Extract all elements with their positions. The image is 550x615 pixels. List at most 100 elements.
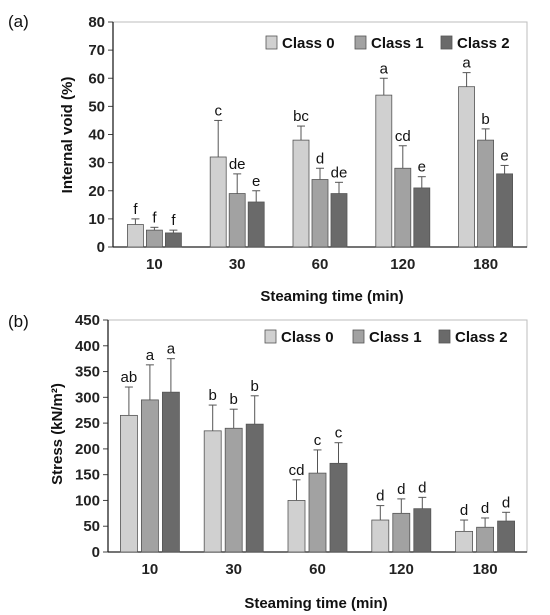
significance-letter: bc (293, 108, 309, 125)
bar (455, 530, 474, 553)
y-tick-label: 40 (88, 127, 105, 144)
y-axis-title-b: Stress (kN/m²) (49, 383, 66, 485)
significance-letter: cd (289, 462, 305, 479)
x-tick-label: 60 (312, 256, 329, 273)
bar (224, 427, 243, 553)
significance-letter: d (460, 502, 468, 519)
significance-letter: a (167, 341, 176, 358)
panel-label-b: (b) (8, 312, 29, 331)
significance-letter: de (331, 164, 348, 181)
bar (292, 139, 310, 248)
y-tick-label: 80 (88, 14, 105, 31)
significance-letter: c (335, 425, 343, 442)
significance-letter: e (500, 147, 508, 164)
x-tick-label: 30 (229, 256, 246, 273)
significance-letter: b (230, 391, 238, 408)
bar (477, 139, 495, 248)
significance-letter: b (481, 111, 489, 128)
bar (287, 500, 306, 553)
significance-letter: d (418, 479, 426, 496)
significance-letter: e (252, 173, 260, 190)
significance-letter: c (214, 102, 222, 119)
bar (120, 414, 138, 553)
bar (228, 193, 246, 248)
significance-letter: c (314, 432, 322, 449)
legend-swatch (354, 35, 367, 50)
bar (413, 508, 432, 553)
significance-letter: cd (395, 128, 411, 145)
x-tick-label: 10 (146, 256, 163, 273)
bar (329, 462, 348, 553)
significance-letter: b (209, 387, 217, 404)
bar (161, 391, 180, 553)
y-tick-label: 10 (88, 211, 105, 228)
y-axis-title-a: Internal void (%) (59, 77, 76, 194)
legend-label: Class 2 (457, 35, 510, 52)
y-tick-label: 350 (75, 364, 100, 381)
y-tick-label: 50 (83, 518, 100, 535)
significance-letter: f (133, 201, 138, 218)
y-tick-label: 0 (92, 544, 100, 561)
significance-letter: ab (121, 369, 138, 386)
bar (311, 179, 329, 248)
legend-label: Class 0 (281, 329, 334, 346)
y-tick-label: 450 (75, 312, 100, 329)
y-tick-label: 70 (88, 42, 105, 59)
x-tick-label: 180 (473, 561, 498, 578)
bar (497, 520, 516, 553)
y-tick-label: 250 (75, 415, 100, 432)
bar (371, 519, 390, 553)
y-tick-label: 30 (88, 155, 105, 172)
x-axis-title-b: Steaming time (min) (244, 595, 387, 612)
significance-letter: a (462, 55, 471, 72)
significance-letter: a (380, 60, 389, 77)
significance-letter: f (171, 212, 176, 229)
bar (330, 193, 348, 248)
bar (496, 173, 514, 248)
legend-swatch (264, 329, 277, 344)
bar (247, 201, 265, 248)
y-tick-label: 20 (88, 183, 105, 200)
significance-letter: f (152, 209, 157, 226)
bar (203, 430, 222, 553)
bar (140, 399, 159, 553)
y-tick-label: 300 (75, 389, 100, 406)
significance-letter: a (146, 347, 155, 364)
legend-swatch (440, 35, 453, 50)
bar (308, 472, 327, 553)
bar (394, 167, 412, 248)
legend-swatch (265, 35, 278, 50)
bar (127, 224, 144, 248)
bar (245, 423, 264, 553)
significance-letter: d (481, 500, 489, 517)
x-tick-label: 30 (225, 561, 242, 578)
x-tick-label: 180 (473, 256, 498, 273)
panel-label-a: (a) (8, 12, 29, 31)
x-tick-label: 60 (309, 561, 326, 578)
bar (145, 229, 163, 248)
bar (164, 232, 182, 248)
x-tick-label: 10 (142, 561, 159, 578)
bar (413, 187, 431, 248)
significance-letter: d (376, 488, 384, 505)
y-tick-label: 60 (88, 70, 105, 87)
x-axis-title-a: Steaming time (min) (260, 288, 403, 305)
y-tick-label: 200 (75, 441, 100, 458)
bar (375, 94, 393, 248)
legend-label: Class 0 (282, 35, 335, 52)
legend-label: Class 1 (369, 329, 422, 346)
legend-swatch (438, 329, 451, 344)
legend-label: Class 1 (371, 35, 424, 52)
significance-letter: e (418, 159, 426, 176)
significance-letter: d (316, 150, 324, 167)
significance-letter: de (229, 156, 246, 173)
legend-swatch (352, 329, 365, 344)
bar (209, 156, 227, 248)
y-tick-label: 400 (75, 338, 100, 355)
legend-label: Class 2 (455, 329, 508, 346)
significance-letter: b (251, 378, 259, 395)
x-tick-label: 120 (389, 561, 414, 578)
bar (476, 526, 495, 553)
x-tick-label: 120 (390, 256, 415, 273)
